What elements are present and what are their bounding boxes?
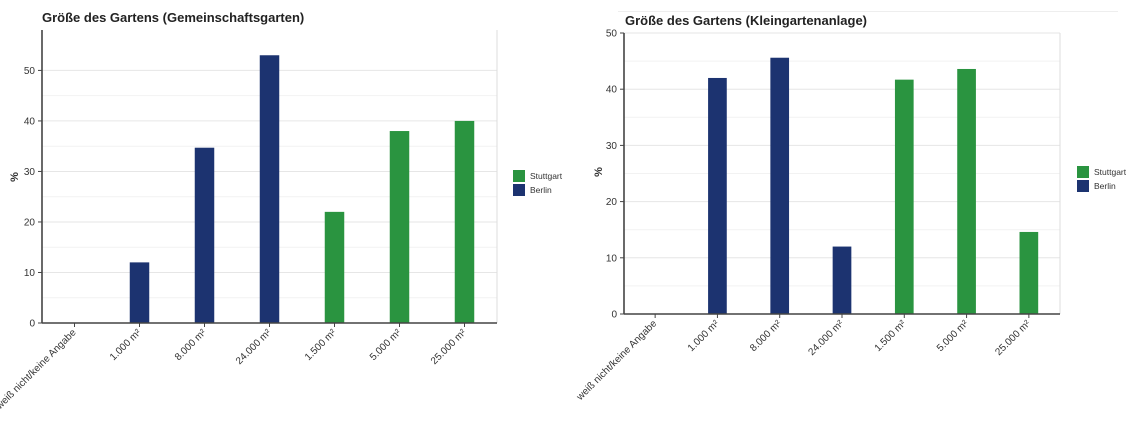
y-tick-label: 20: [24, 217, 36, 228]
x-tick-label: 25.000 m²: [993, 318, 1033, 358]
header-divider: [618, 11, 1118, 12]
bar-berlin: [832, 246, 852, 314]
y-tick-label: 40: [606, 85, 618, 96]
x-tick-label: 5.000 m²: [935, 318, 971, 354]
bar-stuttgart: [957, 68, 976, 314]
legend-swatch-stuttgart: [513, 170, 525, 182]
x-tick-label: 1.500 m²: [873, 318, 909, 354]
x-tick-label: 8.000 m²: [173, 327, 209, 363]
bar-stuttgart: [389, 131, 410, 323]
y-tick-label: 30: [606, 141, 618, 152]
bar-stuttgart: [454, 120, 475, 324]
y-axis-label: %: [593, 167, 605, 177]
y-axis-label: %: [9, 172, 21, 182]
x-tick-label: 5.000 m²: [368, 327, 404, 363]
x-tick-label: 8.000 m²: [748, 318, 784, 354]
chart-panel-kleingartenanlage: Größe des Gartens (Kleingartenanlage) 0 1…: [563, 0, 1126, 422]
bar-stuttgart: [1019, 231, 1039, 314]
x-tick-label: 1.500 m²: [303, 327, 339, 363]
bar-stuttgart: [324, 211, 345, 323]
bar-berlin: [129, 262, 150, 323]
plot-area: 0 10 20 30 40 50% weiß nicht/keine Angabe 1.000…: [574, 29, 1126, 404]
y-tick-label: 0: [29, 319, 35, 330]
y-tick-label: 50: [24, 66, 36, 77]
y-tick-label: 10: [24, 268, 36, 279]
bar-chart-gemeinschaftsgarten: 0 10 20 30 40 50% weiß nicht/keine Angabe 1.000…: [0, 30, 563, 412]
x-tick-label: 24.000 m²: [807, 318, 847, 358]
y-tick-label: 40: [24, 116, 36, 127]
legend-label-berlin: Berlin: [1094, 181, 1116, 191]
y-tick-label: 0: [611, 310, 617, 321]
x-tick-label: 25.000 m²: [429, 327, 469, 367]
legend-label-berlin: Berlin: [530, 185, 552, 195]
legend-swatch-berlin: [1077, 180, 1089, 192]
y-tick-label: 30: [24, 167, 36, 178]
bar-berlin: [194, 147, 215, 323]
legend-swatch-berlin: [513, 184, 525, 196]
bar-berlin: [770, 57, 790, 315]
x-tick-label: 24.000 m²: [234, 327, 274, 367]
x-tick-label: weiß nicht/keine Angabe: [574, 318, 659, 403]
chart-title: Größe des Gartens (Kleingartenanlage): [625, 13, 868, 28]
y-tick-label: 20: [606, 197, 618, 208]
y-tick-label: 50: [606, 29, 618, 40]
chart-panel-gemeinschaftsgarten: Größe des Gartens (Gemeinschaftsgarten) …: [0, 10, 563, 412]
bar-berlin: [259, 55, 280, 324]
legend-swatch-stuttgart: [1077, 166, 1089, 178]
x-tick-label: weiß nicht/keine Angabe: [0, 327, 79, 412]
bar-chart-kleingartenanlage: 0 10 20 30 40 50% weiß nicht/keine Angabe 1.000…: [574, 29, 1126, 404]
plot-area: 0 10 20 30 40 50% weiß nicht/keine Angabe 1.000…: [0, 30, 563, 412]
legend-label-stuttgart: Stuttgart: [530, 171, 563, 181]
y-tick-label: 10: [606, 253, 618, 264]
legend-label-stuttgart: Stuttgart: [1094, 167, 1126, 177]
chart-title: Größe des Gartens (Gemeinschaftsgarten): [42, 10, 305, 25]
bar-berlin: [708, 77, 727, 315]
x-tick-label: 1.000 m²: [686, 318, 722, 354]
x-tick-label: 1.000 m²: [108, 327, 144, 363]
bar-stuttgart: [894, 79, 914, 314]
